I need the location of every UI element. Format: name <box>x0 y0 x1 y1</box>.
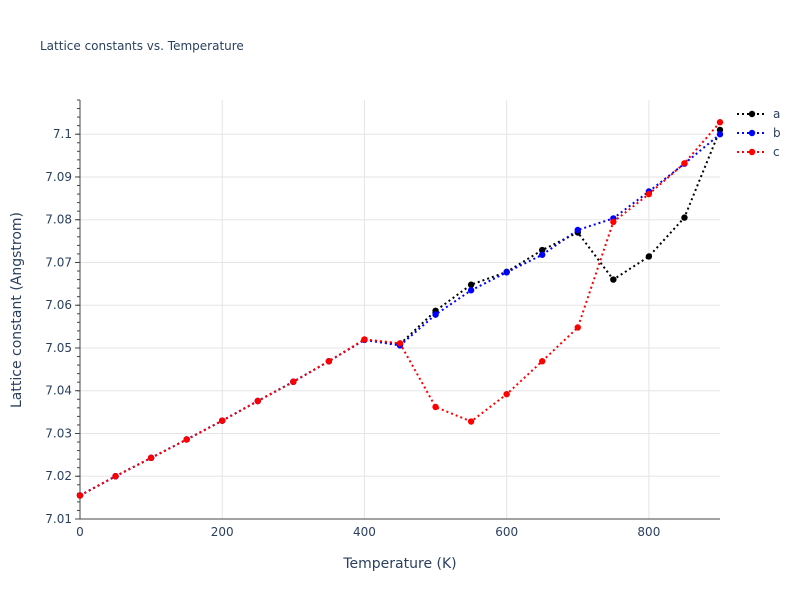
data-point-c <box>254 397 261 405</box>
series-line-a <box>79 129 721 497</box>
data-point-b <box>467 287 475 294</box>
y-tick-label: 7.06 <box>45 298 72 312</box>
data-point-a <box>681 214 688 221</box>
legend-item-c[interactable]: c <box>737 145 780 159</box>
grid-layer <box>80 100 720 520</box>
x-axis-title: Temperature (K) <box>342 556 456 572</box>
data-point-c <box>361 336 368 343</box>
axis-layer: 7.01 7.02 7.03 7.04 7.05 7.06 7.07 7.08 7.09 7.1 0… <box>45 99 720 539</box>
legend-item-a[interactable]: a <box>737 107 780 121</box>
legend-label: b <box>773 126 781 140</box>
legend-marker <box>748 129 756 137</box>
y-tick-label: 7.09 <box>45 170 72 184</box>
data-point-b <box>574 226 581 234</box>
y-tick-label: 7.02 <box>45 469 72 483</box>
y-tick-label: 7.08 <box>45 213 72 227</box>
legend[interactable]: abc <box>737 107 781 159</box>
data-point-c <box>574 324 581 331</box>
series-line-c <box>79 121 721 497</box>
x-tick-label: 800 <box>637 525 660 539</box>
y-tick-label: 7.05 <box>45 341 72 355</box>
data-point-c <box>325 358 333 365</box>
data-point-c <box>681 160 688 167</box>
data-point-c <box>645 190 653 198</box>
series-layer <box>76 119 724 499</box>
legend-label: a <box>773 107 780 121</box>
legend-marker <box>748 110 756 118</box>
data-point-a <box>539 246 546 254</box>
data-point-a <box>610 276 617 283</box>
data-point-b <box>432 311 439 318</box>
y-axis-title: Lattice constant (Angstrom) <box>9 212 25 408</box>
data-point-c <box>716 119 724 126</box>
data-point-c <box>503 390 510 398</box>
data-point-c <box>147 454 155 462</box>
data-point-b <box>539 251 546 258</box>
data-point-a <box>645 253 653 260</box>
y-tick-label: 7.01 <box>45 512 72 526</box>
x-tick-label: 600 <box>495 525 518 539</box>
data-point-c <box>432 403 439 411</box>
data-point-c <box>467 418 475 425</box>
chart-title: Lattice constants vs. Temperature <box>40 39 244 53</box>
data-point-c <box>76 492 84 499</box>
data-point-c <box>396 340 404 347</box>
x-tick-label: 400 <box>353 525 376 539</box>
series-line-b <box>79 133 721 497</box>
y-tick-label: 7.03 <box>45 426 72 440</box>
data-point-c <box>183 436 190 443</box>
legend-marker <box>748 148 756 156</box>
data-point-c <box>219 417 226 424</box>
y-tick-label: 7.07 <box>45 255 72 269</box>
data-point-a <box>467 281 475 288</box>
y-tick-label: 7.04 <box>45 384 72 398</box>
data-point-c <box>539 358 546 365</box>
data-point-c <box>610 218 617 226</box>
data-point-c <box>112 473 119 480</box>
x-tick-label: 0 <box>76 525 84 539</box>
y-tick-label: 7.1 <box>53 127 72 141</box>
data-point-c <box>290 378 297 385</box>
data-point-b <box>716 131 724 138</box>
legend-label: c <box>773 145 780 159</box>
x-tick-label: 200 <box>211 525 234 539</box>
data-point-b <box>503 269 510 276</box>
legend-item-b[interactable]: b <box>737 126 781 140</box>
